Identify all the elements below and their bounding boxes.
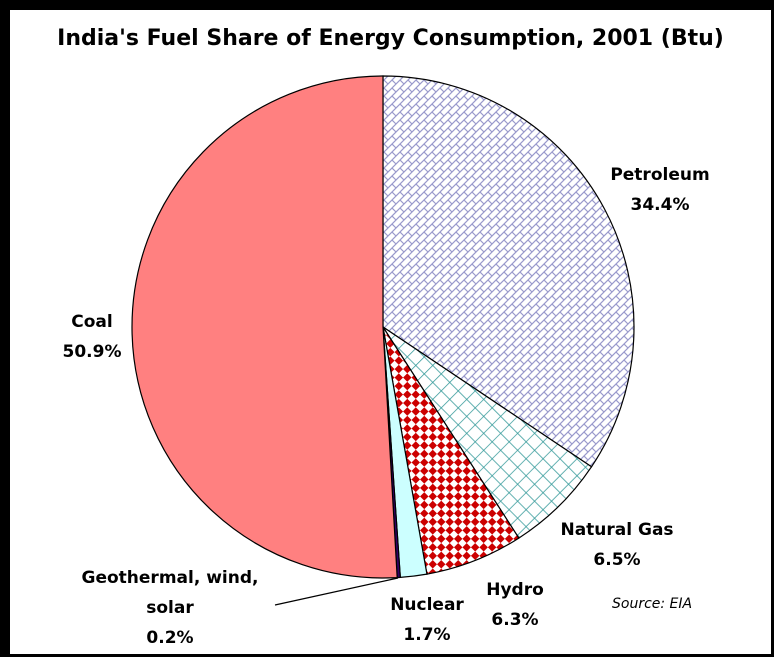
slice-value: 1.7% <box>403 625 451 645</box>
slice-value: 50.9% <box>62 342 122 362</box>
slice-value: 6.3% <box>491 610 539 630</box>
chart-title: India's Fuel Share of Energy Consumption… <box>57 26 724 51</box>
slice-name: Coal <box>71 312 113 332</box>
source-note: Source: EIA <box>612 596 693 612</box>
slice-label: Natural Gas 6.5% <box>560 515 673 575</box>
slice-label: Petroleum 34.4% <box>610 160 709 220</box>
slice-label: Nuclear 1.7% <box>390 590 464 650</box>
pie-slice <box>382 75 635 468</box>
slice-label: Hydro 6.3% <box>486 575 544 635</box>
slice-value: 6.5% <box>593 550 641 570</box>
slice-name: Natural Gas <box>560 520 674 540</box>
slice-name: Petroleum <box>610 165 710 185</box>
slice-name: Hydro <box>486 580 544 600</box>
slice-label: Coal 50.9% <box>63 307 122 367</box>
slice-name: Nuclear <box>390 595 464 615</box>
leader-line <box>274 577 399 606</box>
pie-slice <box>131 75 398 579</box>
slice-label: Geothermal, wind, solar 0.2% <box>70 563 270 653</box>
slice-value: 34.4% <box>630 195 690 215</box>
slice-value: 0.2% <box>146 628 194 648</box>
slice-name: Geothermal, wind, solar <box>81 568 259 618</box>
